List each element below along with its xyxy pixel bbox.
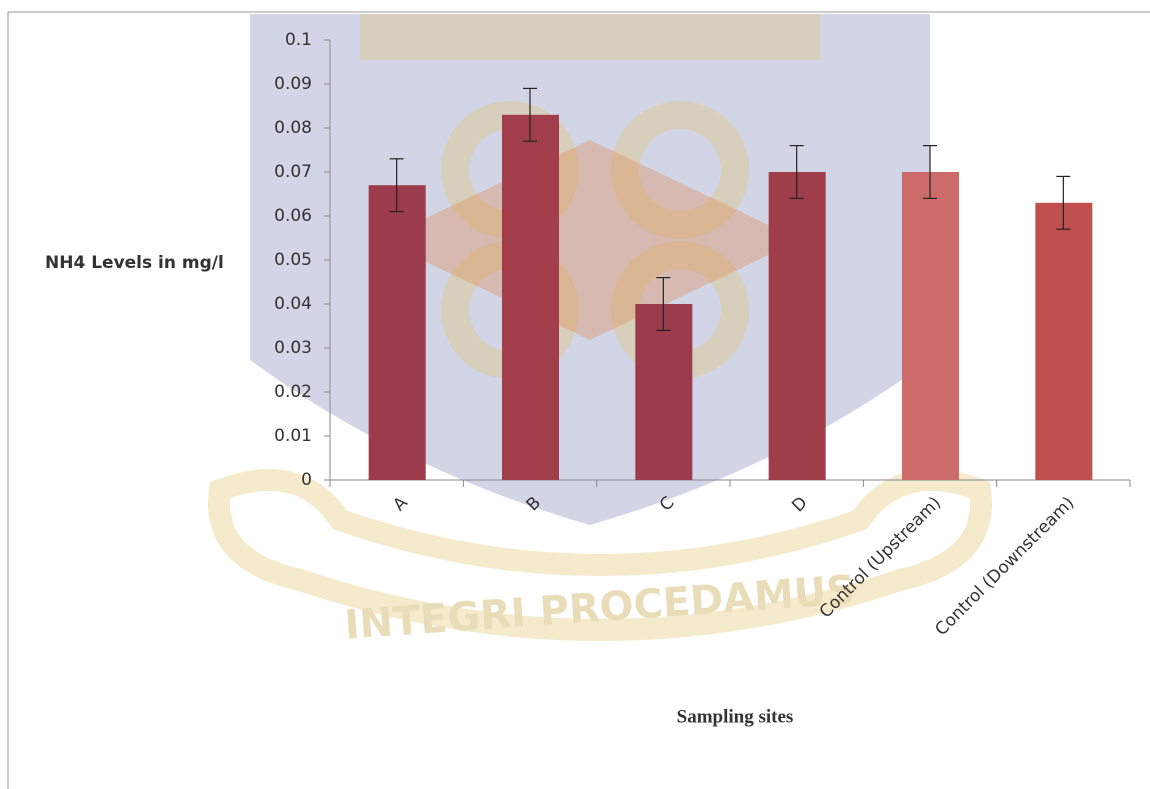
- bar: [368, 185, 426, 480]
- y-tick-label: 0.05: [274, 250, 312, 270]
- y-tick-label: 0.03: [274, 338, 312, 358]
- y-tick-label: 0.08: [274, 118, 312, 138]
- y-tick-label: 0.02: [274, 382, 312, 402]
- y-tick-label: 0.06: [274, 206, 312, 226]
- x-tick-label: A: [389, 493, 412, 516]
- y-axis-label: NH4 Levels in mg/l: [45, 253, 224, 273]
- y-tick-label: 0: [301, 470, 312, 490]
- y-tick-label: 0.09: [274, 74, 312, 94]
- x-axis-label: Sampling sites: [677, 706, 794, 727]
- bar: [502, 114, 559, 481]
- x-tick-label: D: [788, 493, 811, 516]
- bar: [902, 172, 959, 480]
- y-tick-label: 0.04: [274, 294, 312, 314]
- bar: [635, 304, 693, 480]
- x-tick-label: Control (Upstream): [816, 493, 945, 622]
- watermark-emblem: [208, 14, 992, 641]
- bar: [1035, 202, 1093, 481]
- y-tick-label: 0.1: [285, 30, 312, 50]
- bar: [768, 172, 826, 480]
- y-tick-label: 0.07: [274, 162, 312, 182]
- y-tick-label: 0.01: [274, 426, 312, 446]
